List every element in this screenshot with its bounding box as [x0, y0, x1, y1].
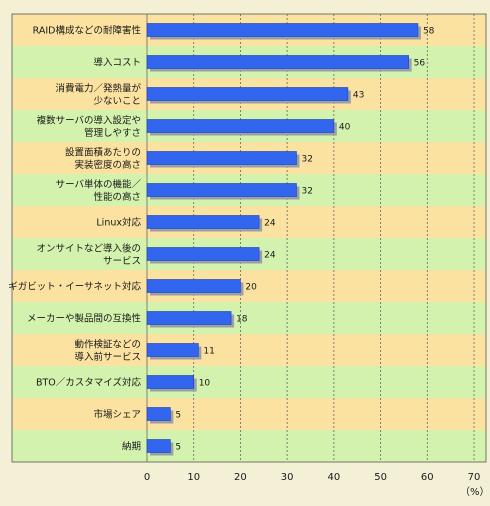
row-band [12, 430, 486, 462]
x-tick-label: 20 [234, 472, 247, 483]
plot-frame [11, 13, 487, 463]
row-band [12, 302, 486, 334]
category-label-line: 設置面積あたりの [65, 146, 141, 158]
bar [146, 439, 171, 453]
x-tick-label: 30 [281, 472, 294, 483]
category-label-line: Linux対応 [96, 217, 141, 229]
category-label: メーカーや製品間の互換性 [27, 313, 142, 325]
category-label-line: 市場シェア [93, 409, 141, 421]
row-band [12, 334, 486, 366]
category-label-line: 少ないこと [93, 96, 141, 107]
category-label: Linux対応 [96, 217, 141, 229]
category-label-line: 導入前サービス [74, 351, 141, 363]
x-tick-label: 10 [187, 472, 200, 483]
value-label: 20 [245, 283, 257, 293]
x-tick-label: 70 [468, 472, 481, 483]
category-label-line: オンサイトなど導入後の [36, 242, 141, 254]
category-label-line: BTO／カスタマイズ対応 [36, 377, 142, 389]
category-label: 複数サーバの導入設定や管理しやすさ [37, 114, 141, 139]
x-tick-label: 40 [327, 472, 340, 483]
row-band [12, 366, 486, 398]
value-label: 5 [175, 443, 181, 453]
category-label: ギガビット・イーサネット対応 [8, 281, 141, 293]
value-label: 10 [199, 379, 211, 389]
x-tick-label: 50 [374, 472, 387, 483]
value-label: 11 [203, 347, 214, 357]
category-label: サーバ単体の機能／性能の高さ [56, 178, 142, 203]
category-label-line: メーカーや製品間の互換性 [27, 313, 142, 325]
category-label: 納期 [122, 441, 141, 453]
value-label: 43 [353, 91, 364, 101]
x-tick-label: 0 [144, 472, 150, 483]
bar [146, 279, 241, 293]
category-label: 市場シェア [93, 409, 141, 421]
category-label: RAID構成などの耐障害性 [33, 25, 142, 37]
bar [146, 119, 335, 133]
bar [146, 343, 199, 357]
category-label-line: 消費電力／発熱量が [55, 82, 141, 94]
category-label: 設置面積あたりの実装密度の高さ [65, 146, 141, 171]
category-label-line: 複数サーバの導入設定や [37, 114, 141, 126]
bar [146, 375, 195, 389]
category-label: オンサイトなど導入後のサービス [36, 242, 141, 267]
bar [146, 183, 297, 197]
category-label-line: サービス [103, 256, 141, 267]
value-label: 32 [301, 155, 312, 165]
x-axis: 0 10 20 30 40 50 60 70 [144, 472, 481, 483]
category-label: 導入コスト [93, 57, 141, 69]
category-label-line: 納期 [122, 441, 141, 453]
value-labels: 58 56 43 40 32 32 24 24 20 18 11 10 5 5 [175, 27, 434, 453]
bar [146, 215, 260, 229]
category-label-line: 動作検証などの [74, 338, 141, 350]
value-label: 24 [264, 219, 276, 229]
bar [146, 247, 260, 261]
value-label: 40 [339, 123, 351, 133]
bars [146, 23, 421, 456]
bar [146, 311, 232, 325]
value-label: 5 [175, 411, 181, 421]
category-label-line: 性能の高さ [93, 191, 141, 203]
bar [146, 407, 171, 421]
bar [146, 23, 419, 37]
row-band [12, 270, 486, 302]
value-label: 56 [414, 59, 426, 69]
category-label-line: 実装密度の高さ [74, 159, 141, 171]
value-label: 32 [301, 187, 312, 197]
category-label: 動作検証などの導入前サービス [74, 338, 141, 363]
bar [146, 151, 297, 165]
row-band [12, 398, 486, 430]
value-label: 24 [264, 251, 276, 261]
category-label-line: ギガビット・イーサネット対応 [8, 281, 141, 293]
gridlines [11, 13, 487, 463]
row-bands [12, 14, 486, 462]
category-label: BTO／カスタマイズ対応 [36, 377, 142, 389]
category-labels: RAID構成などの耐障害性導入コスト消費電力／発熱量が少ないこと複数サーバの導入… [8, 25, 141, 453]
category-label-line: 管理しやすさ [84, 127, 141, 139]
category-label-line: サーバ単体の機能／ [56, 178, 142, 190]
category-label-line: 導入コスト [93, 57, 141, 69]
category-label: 消費電力／発熱量が少ないこと [55, 82, 141, 107]
category-label-line: RAID構成などの耐障害性 [33, 25, 142, 37]
value-label: 18 [236, 315, 248, 325]
x-tick-label: 60 [421, 472, 434, 483]
bar [146, 55, 409, 69]
bar [146, 87, 349, 101]
x-axis-unit: （%） [460, 486, 490, 498]
value-label: 58 [423, 27, 435, 37]
